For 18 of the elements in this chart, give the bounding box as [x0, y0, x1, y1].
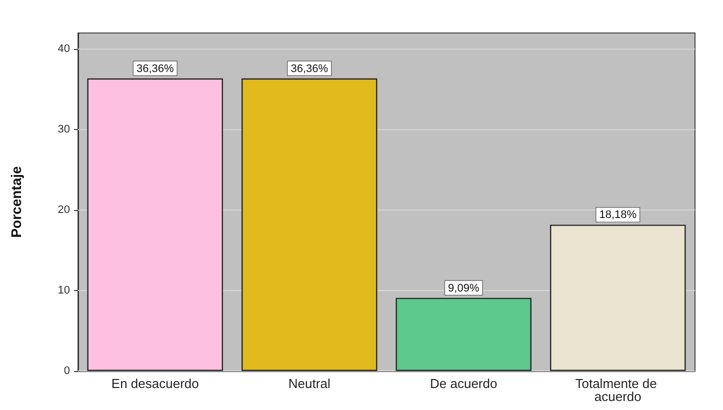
x-tick-label: De acuerdo	[430, 376, 498, 391]
data-label: 18,18%	[599, 209, 637, 222]
bar	[396, 298, 532, 371]
x-tick-label: Neutral	[288, 376, 330, 391]
y-tick-label: 20	[58, 204, 70, 216]
data-label: 36,36%	[290, 62, 328, 75]
bar	[87, 78, 223, 371]
y-axis-title: Porcentaje	[8, 166, 24, 238]
x-tick-label: Totalmente de acuerdo	[575, 376, 661, 404]
y-tick-label: 0	[64, 365, 70, 377]
x-tick-label: En desacuerdo	[111, 376, 199, 391]
y-tick-label: 30	[58, 124, 70, 136]
data-label: 9,09%	[448, 282, 480, 294]
bar	[550, 224, 686, 371]
y-tick-label: 40	[58, 43, 70, 56]
bar	[242, 78, 378, 371]
y-tick-label: 10	[58, 284, 70, 297]
data-label: 36,36%	[136, 62, 174, 75]
